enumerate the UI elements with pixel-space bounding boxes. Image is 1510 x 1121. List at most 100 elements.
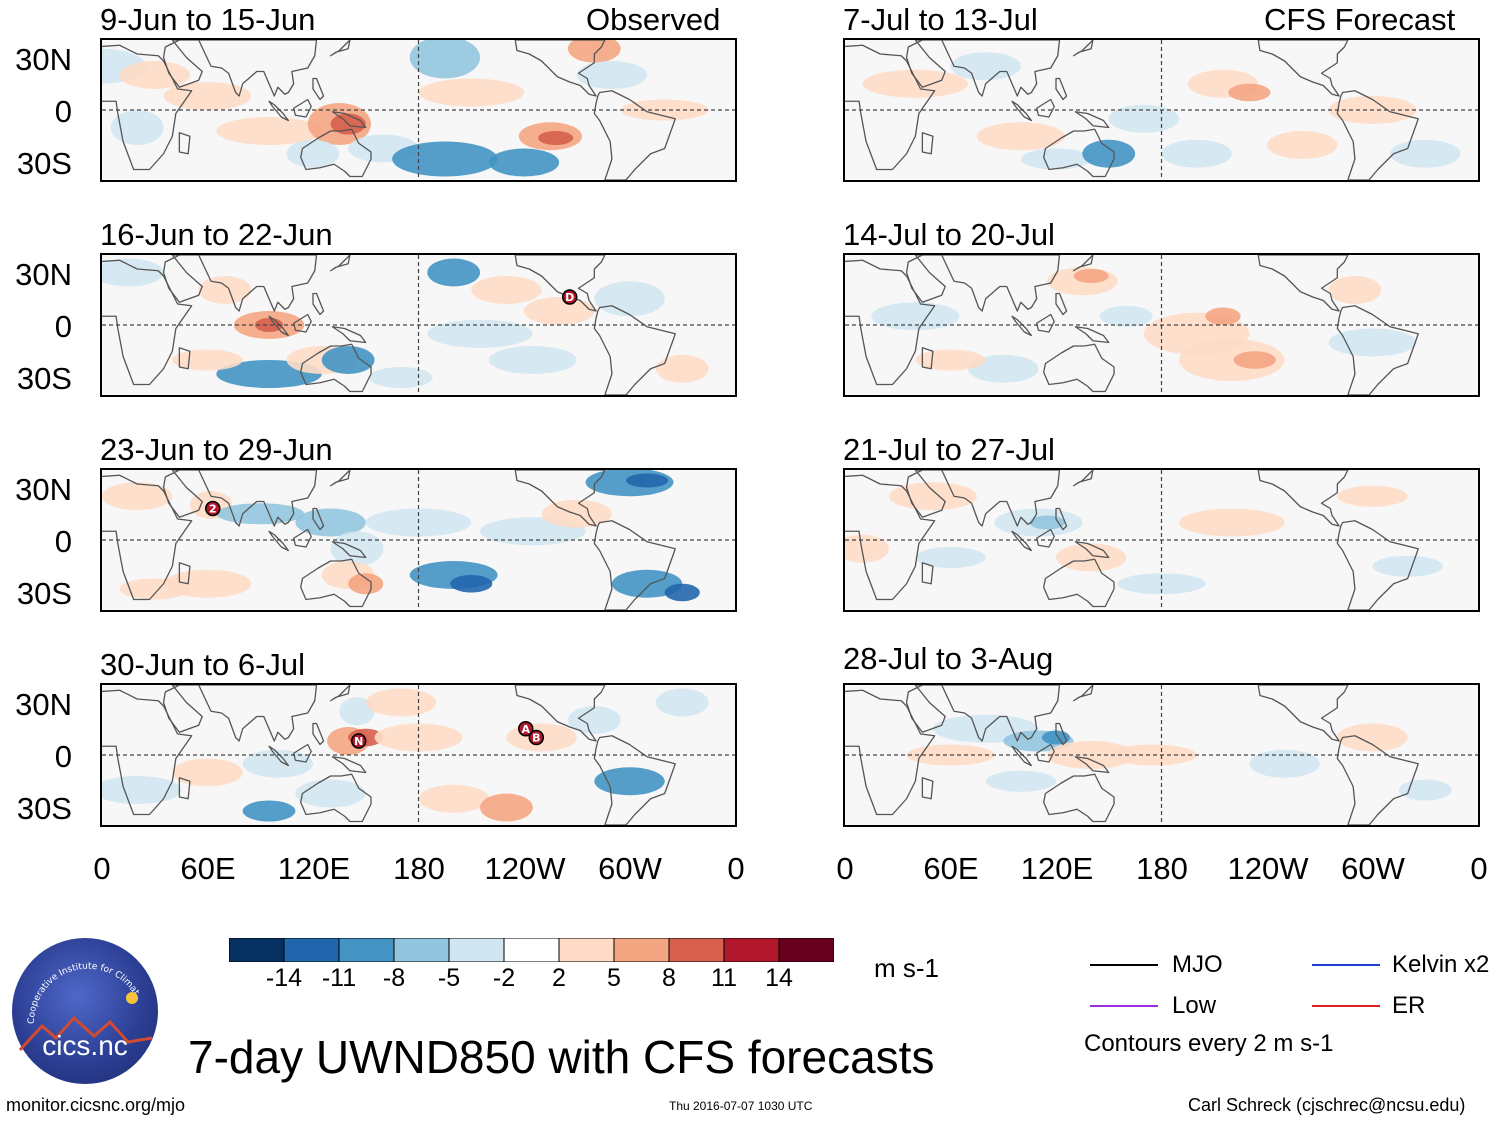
anomaly-blob — [1108, 104, 1180, 133]
coastline — [329, 685, 351, 702]
storm-label: 2 — [209, 503, 217, 516]
anomaly-blob — [321, 346, 375, 374]
anomaly-field — [102, 688, 709, 822]
colorbar-swatch — [558, 938, 615, 962]
anomaly-blob — [1179, 508, 1285, 537]
coastline — [331, 756, 367, 774]
y-tick-30n: 30N — [15, 687, 72, 722]
anomaly-field — [871, 267, 1417, 383]
coastline — [1257, 40, 1349, 97]
coastline — [300, 558, 372, 608]
anomaly-blob — [1056, 543, 1127, 572]
coastline — [905, 255, 1061, 312]
coastline — [1336, 735, 1419, 825]
logo-text: cics.nc — [42, 1030, 128, 1061]
coastline — [1055, 722, 1068, 746]
coastline — [102, 689, 193, 816]
coastline — [268, 530, 290, 552]
coastline — [514, 685, 606, 742]
x-tick: 120W — [1227, 851, 1309, 886]
anomaly-blob — [418, 78, 524, 107]
coastline — [331, 111, 367, 129]
anomaly-blob — [567, 706, 621, 734]
colorbar-swatch — [338, 938, 395, 962]
coastline — [514, 40, 606, 97]
coastlines — [102, 685, 676, 825]
coastline — [1011, 315, 1033, 337]
y-tick-30s: 30S — [16, 146, 72, 181]
coastline — [1072, 470, 1094, 487]
anomaly-blob — [1398, 779, 1452, 801]
coastline — [312, 77, 325, 101]
anomaly-blob — [1041, 730, 1071, 745]
colorbar-swatch — [283, 938, 340, 962]
coastline — [845, 44, 936, 171]
x-tick: 0 — [836, 851, 854, 886]
coastlines — [102, 470, 676, 610]
anomaly-field — [102, 40, 709, 177]
legend-line-er — [1312, 1005, 1380, 1007]
coastline — [162, 685, 318, 742]
coastline — [1074, 111, 1110, 129]
colorbar-label: -2 — [492, 964, 516, 992]
coastline — [178, 132, 191, 155]
source-url[interactable]: monitor.cicsnc.org/mjo — [6, 1095, 186, 1115]
storm-marker: N — [350, 733, 367, 749]
coastline — [329, 470, 351, 487]
anomaly-blob — [242, 800, 296, 822]
x-tick: 60E — [180, 851, 236, 886]
coastline — [1043, 343, 1115, 393]
colorbar-label: 11 — [711, 964, 737, 992]
anomaly-blob — [1390, 139, 1461, 168]
coastline — [312, 507, 325, 531]
map-panel: D — [100, 253, 737, 397]
anomaly-blob — [119, 578, 190, 600]
anomaly-blob — [102, 482, 173, 511]
coastline — [329, 255, 351, 272]
anomaly-blob — [409, 40, 481, 79]
storm-marker: A — [518, 721, 534, 737]
legend-label-low: Low — [1172, 992, 1217, 1019]
x-tick: 0 — [727, 851, 745, 886]
anomaly-blob — [1020, 148, 1092, 170]
anomaly-blob — [119, 61, 190, 89]
coastlines — [845, 40, 1419, 180]
coastline — [268, 745, 290, 767]
coastlines — [845, 685, 1419, 825]
anomaly-blob — [1073, 269, 1109, 283]
colorbar-label: 8 — [662, 964, 676, 992]
y-tick-30n: 30N — [15, 472, 72, 507]
coastline — [1074, 756, 1110, 774]
coastline — [1336, 90, 1419, 180]
storm-marker: 2 — [205, 500, 221, 517]
colorbar-label: -11 — [321, 964, 357, 992]
anomaly-blob — [976, 122, 1065, 151]
x-tick: 120E — [277, 851, 351, 886]
legend-line-low — [1090, 1005, 1158, 1007]
coastline — [162, 255, 318, 312]
svg-text:Cooperative Institute for Clim: Cooperative Institute for Climate and Sa… — [12, 938, 141, 1024]
anomaly-blob — [369, 367, 433, 388]
coastline — [102, 259, 193, 386]
x-tick: 0 — [1470, 851, 1488, 886]
panel-title: 7-Jul to 13-Jul — [843, 2, 1038, 37]
coastline — [268, 100, 290, 122]
coastline — [921, 347, 934, 370]
coastline — [845, 689, 936, 816]
anomaly-blob — [1099, 305, 1153, 327]
colorbar-swatch — [393, 938, 450, 962]
anomaly-field — [102, 470, 700, 602]
coastlines — [102, 255, 676, 395]
anomaly-blob — [871, 302, 960, 331]
anomaly-blob — [339, 697, 375, 726]
coastline — [102, 474, 193, 601]
anomaly-blob — [286, 139, 340, 168]
panel-title: 16-Jun to 22-Jun — [100, 217, 333, 252]
coastline — [293, 313, 312, 333]
anomaly-blob — [968, 354, 1039, 383]
anomaly-blob — [576, 61, 648, 89]
coastline — [329, 40, 351, 57]
anomaly-blob — [471, 276, 542, 304]
anomaly-blob — [888, 482, 977, 511]
